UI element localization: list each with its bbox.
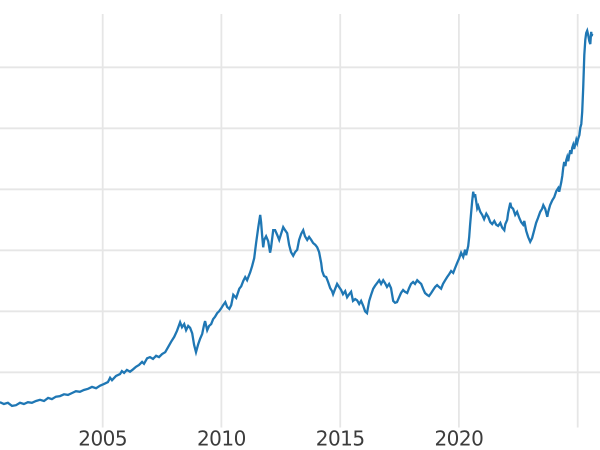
x-tick-label-2010: 2010 bbox=[197, 427, 246, 450]
data-line bbox=[0, 26, 594, 408]
x-tick-label-2005: 2005 bbox=[78, 427, 127, 450]
x-tick-label-2015: 2015 bbox=[316, 427, 365, 450]
x-tick-label-2020: 2020 bbox=[434, 427, 483, 450]
